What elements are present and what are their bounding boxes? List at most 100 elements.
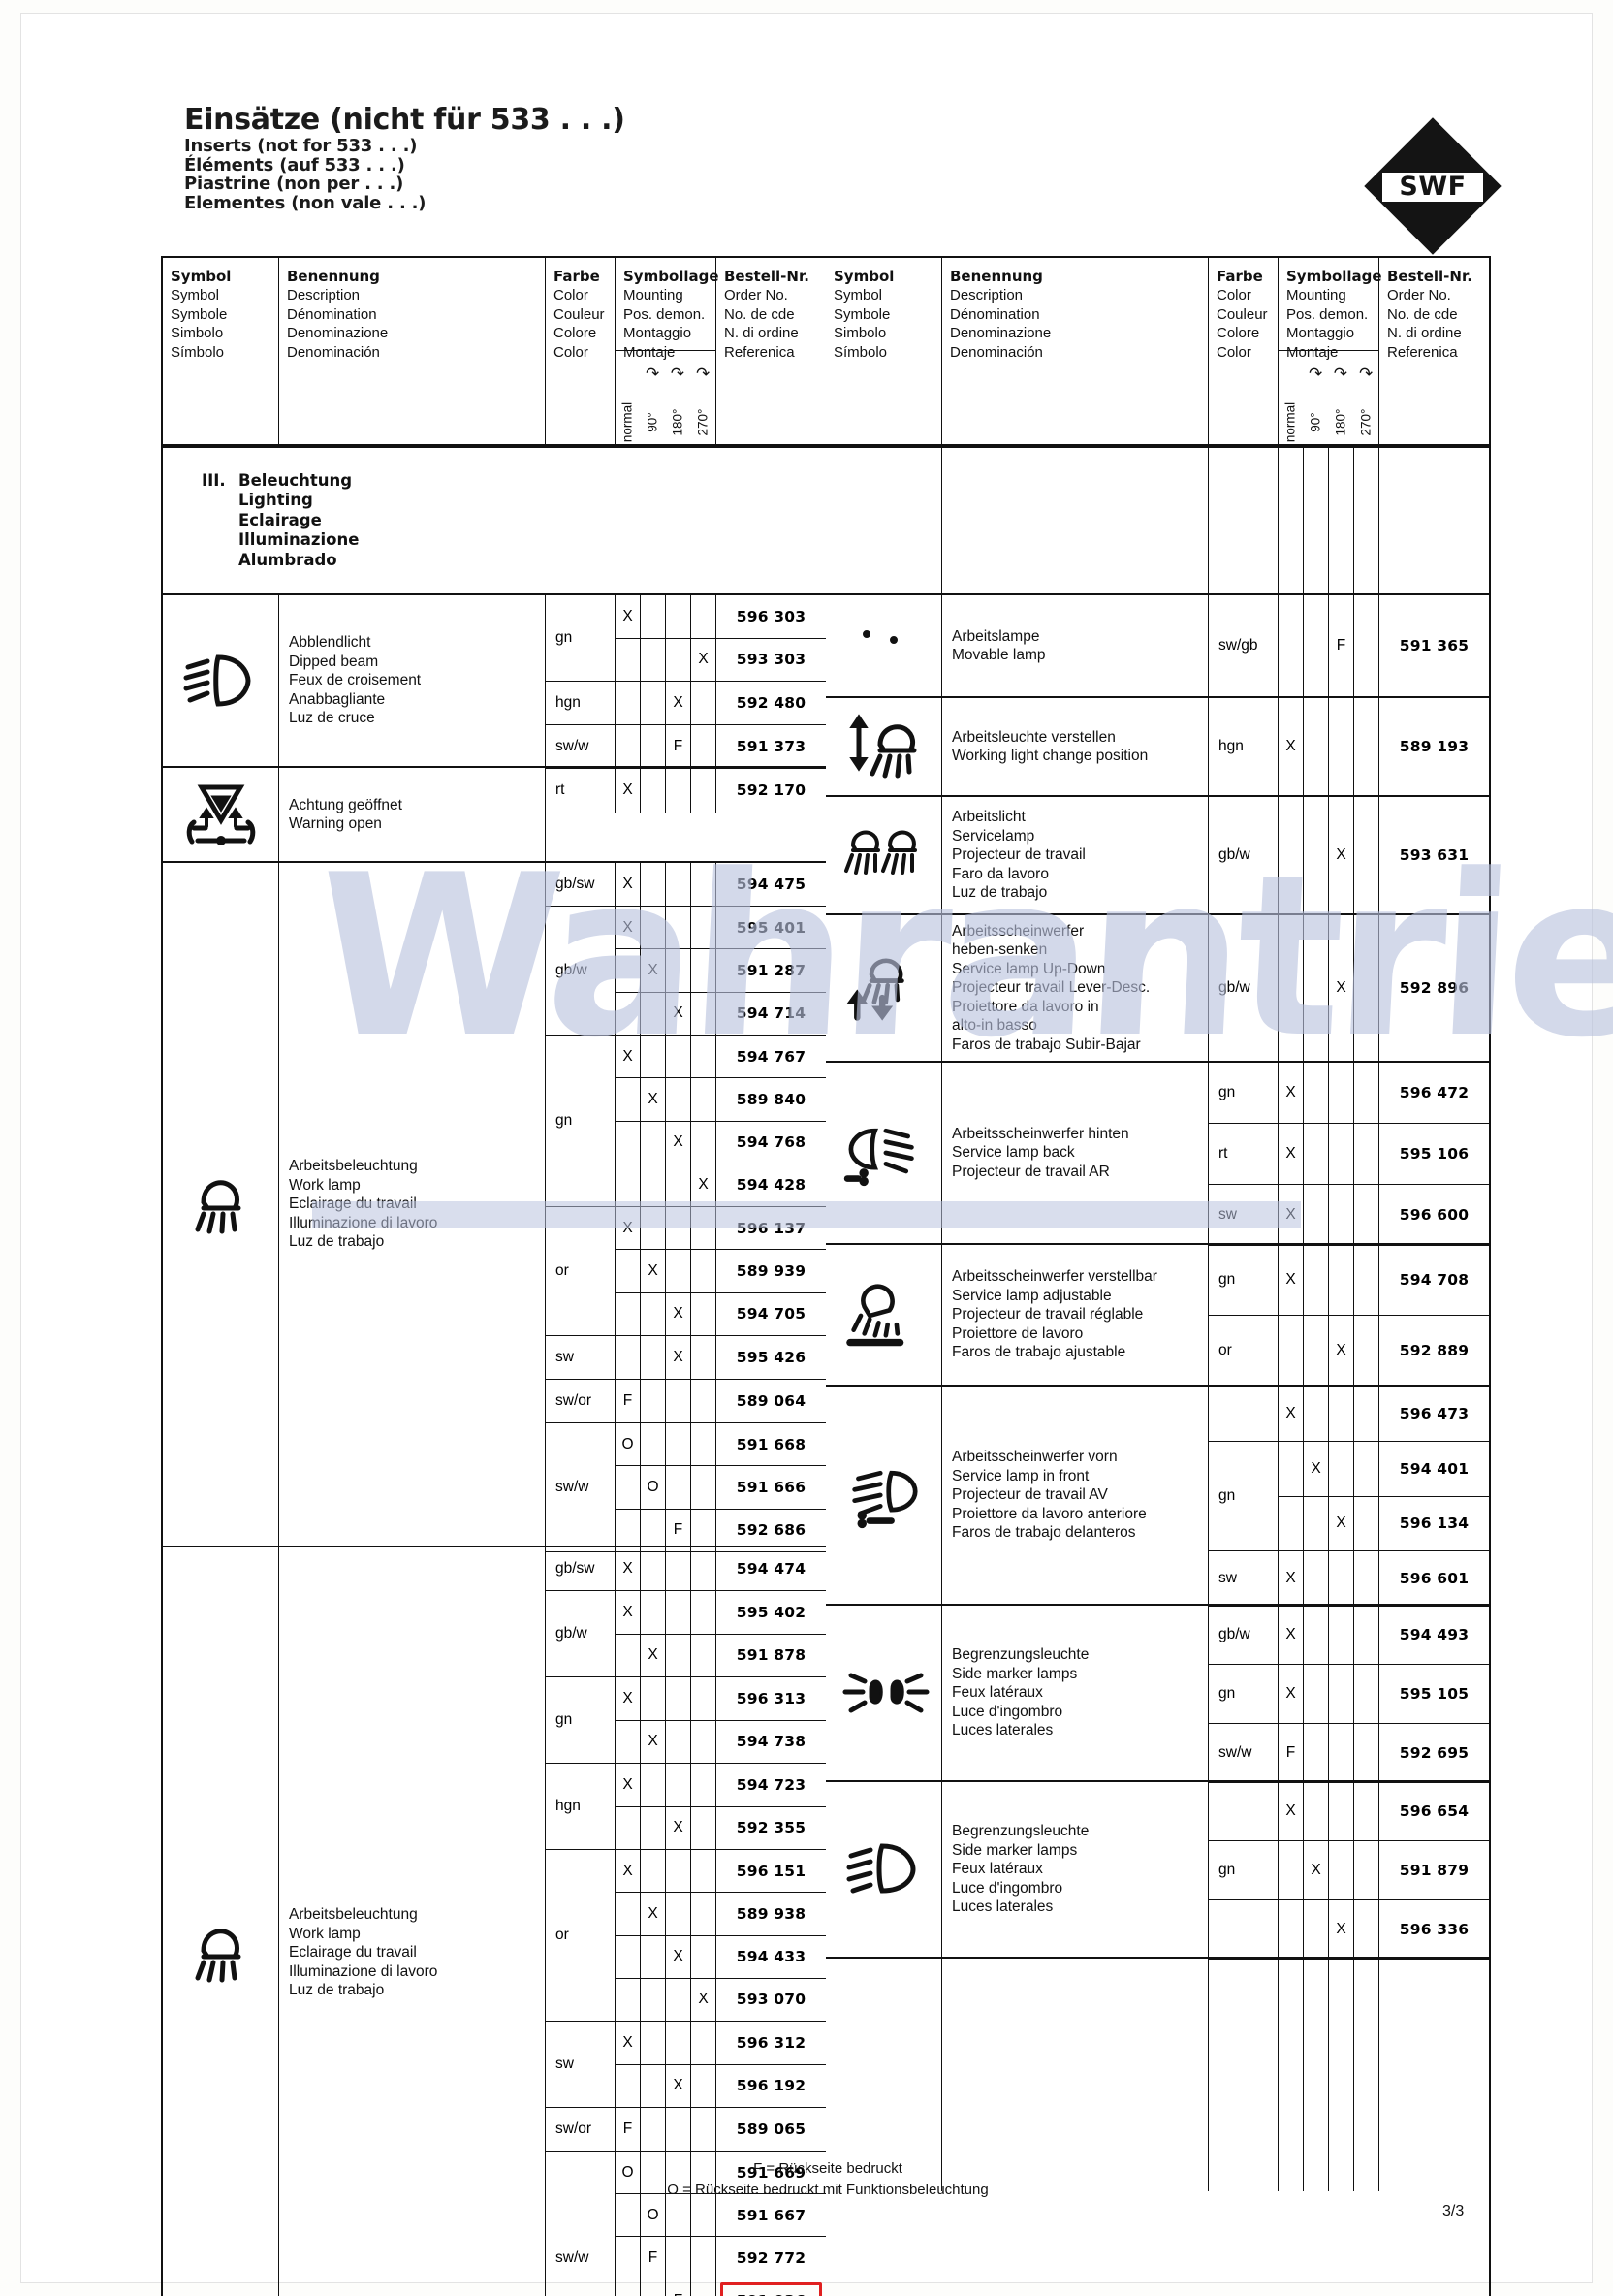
order-number: 591 669 bbox=[736, 2163, 806, 2182]
logo-bar bbox=[1382, 173, 1483, 202]
order-number: 596 654 bbox=[1399, 1802, 1470, 1820]
mounting-mark-1 bbox=[641, 863, 666, 906]
color-value bbox=[1209, 1387, 1279, 1441]
color-value: sw/w bbox=[1209, 1724, 1279, 1782]
mounting-mark-3 bbox=[691, 1634, 716, 1676]
mounting-mark-2 bbox=[1329, 1124, 1354, 1184]
mounting-mark-0 bbox=[616, 1893, 641, 1935]
header-color: Farbe Color Couleur Colore Color bbox=[546, 258, 616, 444]
mounting-mark-2 bbox=[1329, 1063, 1354, 1123]
order-number: 594 723 bbox=[736, 1775, 806, 1794]
color-group: or X 596 151 X 589 938 X 594 433 X 593 070 bbox=[546, 1850, 826, 2022]
part-row: F 591 036 bbox=[616, 2280, 826, 2296]
page-title: Einsätze (nicht für 533 . . .) bbox=[184, 103, 625, 137]
description-line-1: Working light change position bbox=[952, 748, 1149, 764]
order-number: 592 170 bbox=[736, 781, 806, 799]
footnote-f: F = Rückseite bedruckt bbox=[753, 2160, 902, 2177]
part-row: X 596 473 bbox=[1279, 1387, 1489, 1441]
mounting-mark-3 bbox=[691, 2108, 716, 2151]
order-number: 592 695 bbox=[1399, 1744, 1470, 1762]
description-line-1: Work lamp bbox=[289, 1176, 361, 1194]
part-row: X 596 192 bbox=[616, 2064, 826, 2107]
order-number: 592 896 bbox=[1399, 979, 1470, 997]
order-number: 592 889 bbox=[1399, 1342, 1470, 1359]
mounting-mark-1 bbox=[1304, 1387, 1329, 1441]
color-group: gn X 596 472 bbox=[1209, 1063, 1489, 1124]
part-row: X 595 401 bbox=[616, 907, 826, 950]
catalog-entry: Arbeitsleuchte verstellen Working light c… bbox=[826, 696, 1489, 796]
color-group: gn X 596 313 X 594 738 bbox=[546, 1677, 826, 1764]
mounting-mark-0: O bbox=[616, 2152, 641, 2194]
part-row: O 591 668 bbox=[616, 1423, 826, 1467]
mounting-mark-2 bbox=[1329, 1442, 1354, 1496]
variants-grid: gn X 596 303 X 593 303 hgn X 592 480 sw/w F 5… bbox=[546, 595, 826, 769]
page-subtitle-4: Elementes (non vale . . .) bbox=[184, 192, 427, 213]
mounting-mark-0 bbox=[616, 1466, 641, 1509]
order-number: 594 401 bbox=[1399, 1459, 1470, 1478]
work-lamp-icon bbox=[174, 1169, 268, 1239]
mounting-mark-3 bbox=[1354, 797, 1379, 913]
catalog-entry: Arbeitsscheinwerfer vorn Service lamp in … bbox=[826, 1385, 1489, 1607]
header-description: Benennung Description Dénomination Denomina… bbox=[942, 258, 1209, 444]
part-row: X 594 705 bbox=[616, 1292, 826, 1335]
mounting-mark-1: F bbox=[641, 2237, 666, 2280]
symbol-cell bbox=[826, 1387, 942, 1604]
mounting-mark-0 bbox=[1279, 1841, 1304, 1899]
color-group: gn X 596 303 X 593 303 bbox=[546, 595, 826, 682]
part-row: X 591 878 bbox=[616, 1634, 826, 1676]
mounting-mark-2 bbox=[666, 2108, 691, 2151]
part-row: X 594 708 bbox=[1279, 1245, 1489, 1315]
mounting-mark-1 bbox=[1304, 797, 1329, 913]
part-row: X 596 151 bbox=[616, 1850, 826, 1894]
symbol-cell bbox=[163, 863, 279, 1546]
mounting-mark-0 bbox=[616, 1164, 641, 1206]
mounting-mark-1 bbox=[1304, 1782, 1329, 1840]
table-header: Symbol Symbol Symbole Simbolo Símbolo Benenn… bbox=[826, 258, 1489, 446]
order-number: 591 287 bbox=[736, 961, 806, 979]
description-cell: Arbeitsscheinwerfer heben-senken Service l… bbox=[942, 915, 1209, 1061]
left-table-column: Symbol Symbol Symbole Simbolo Símbolo Benenn… bbox=[163, 258, 826, 2296]
description-cell: Arbeitslicht Servicelamp Projecteur de tra… bbox=[942, 797, 1209, 913]
description-line-6: Faros de trabajo Subir-Bajar bbox=[952, 1036, 1141, 1053]
mounting-mark-1 bbox=[1304, 1900, 1329, 1959]
part-row: X 589 840 bbox=[616, 1078, 826, 1122]
order-number: 592 480 bbox=[736, 694, 806, 712]
mounting-mark-2: X bbox=[666, 2064, 691, 2107]
color-value: gn bbox=[1209, 1665, 1279, 1723]
mounting-mark-1 bbox=[1304, 1124, 1329, 1184]
mounting-mark-2 bbox=[666, 638, 691, 681]
dipped-beam-icon bbox=[174, 646, 268, 716]
mounting-mark-0 bbox=[616, 2194, 641, 2237]
mounting-mark-3 bbox=[1354, 1496, 1379, 1550]
description-line-2: Projecteur de travail AR bbox=[952, 1163, 1110, 1180]
mounting-mark-1 bbox=[641, 1036, 666, 1078]
mounting-mark-1: O bbox=[641, 2194, 666, 2237]
color-value: sw/w bbox=[546, 725, 616, 768]
catalog-entry: Achtung geöffnet Warning open rt X 592 170 bbox=[163, 766, 826, 861]
color-group: hgn X 594 723 X 592 355 bbox=[546, 1764, 826, 1850]
description-line-4: Luz de trabajo bbox=[289, 1233, 385, 1251]
mounting-mark-0 bbox=[616, 2064, 641, 2107]
mounting-mark-1 bbox=[641, 682, 666, 724]
mounting-mark-2 bbox=[1329, 1724, 1354, 1782]
mounting-mark-2 bbox=[666, 2194, 691, 2237]
color-group: gn X 594 767 X 589 840 X 594 768 X 594 428 bbox=[546, 1036, 826, 1207]
symbol-cell bbox=[826, 1782, 942, 1957]
mounting-mark-1: X bbox=[641, 1078, 666, 1121]
variants-grid: rt X 592 170 bbox=[546, 768, 826, 861]
mounting-mark-1 bbox=[641, 1850, 666, 1893]
mounting-mark-0: X bbox=[616, 1036, 641, 1078]
catalog-entry: Begrenzungsleuchte Side marker lamps Feux … bbox=[826, 1780, 1489, 1960]
color-value: gb/w bbox=[1209, 797, 1279, 913]
page-number: 3/3 bbox=[1442, 2203, 1465, 2219]
mounting-mark-1 bbox=[641, 1677, 666, 1720]
description-line-3: Faro da lavoro bbox=[952, 865, 1049, 882]
mounting-mark-1: X bbox=[641, 1893, 666, 1935]
description-line-4: Faros de trabajo delanteros bbox=[952, 1524, 1136, 1542]
mounting-mark-0 bbox=[616, 949, 641, 992]
color-value: or bbox=[546, 1207, 616, 1335]
part-row: X 592 355 bbox=[616, 1806, 826, 1849]
symbol-cell bbox=[826, 1606, 942, 1780]
